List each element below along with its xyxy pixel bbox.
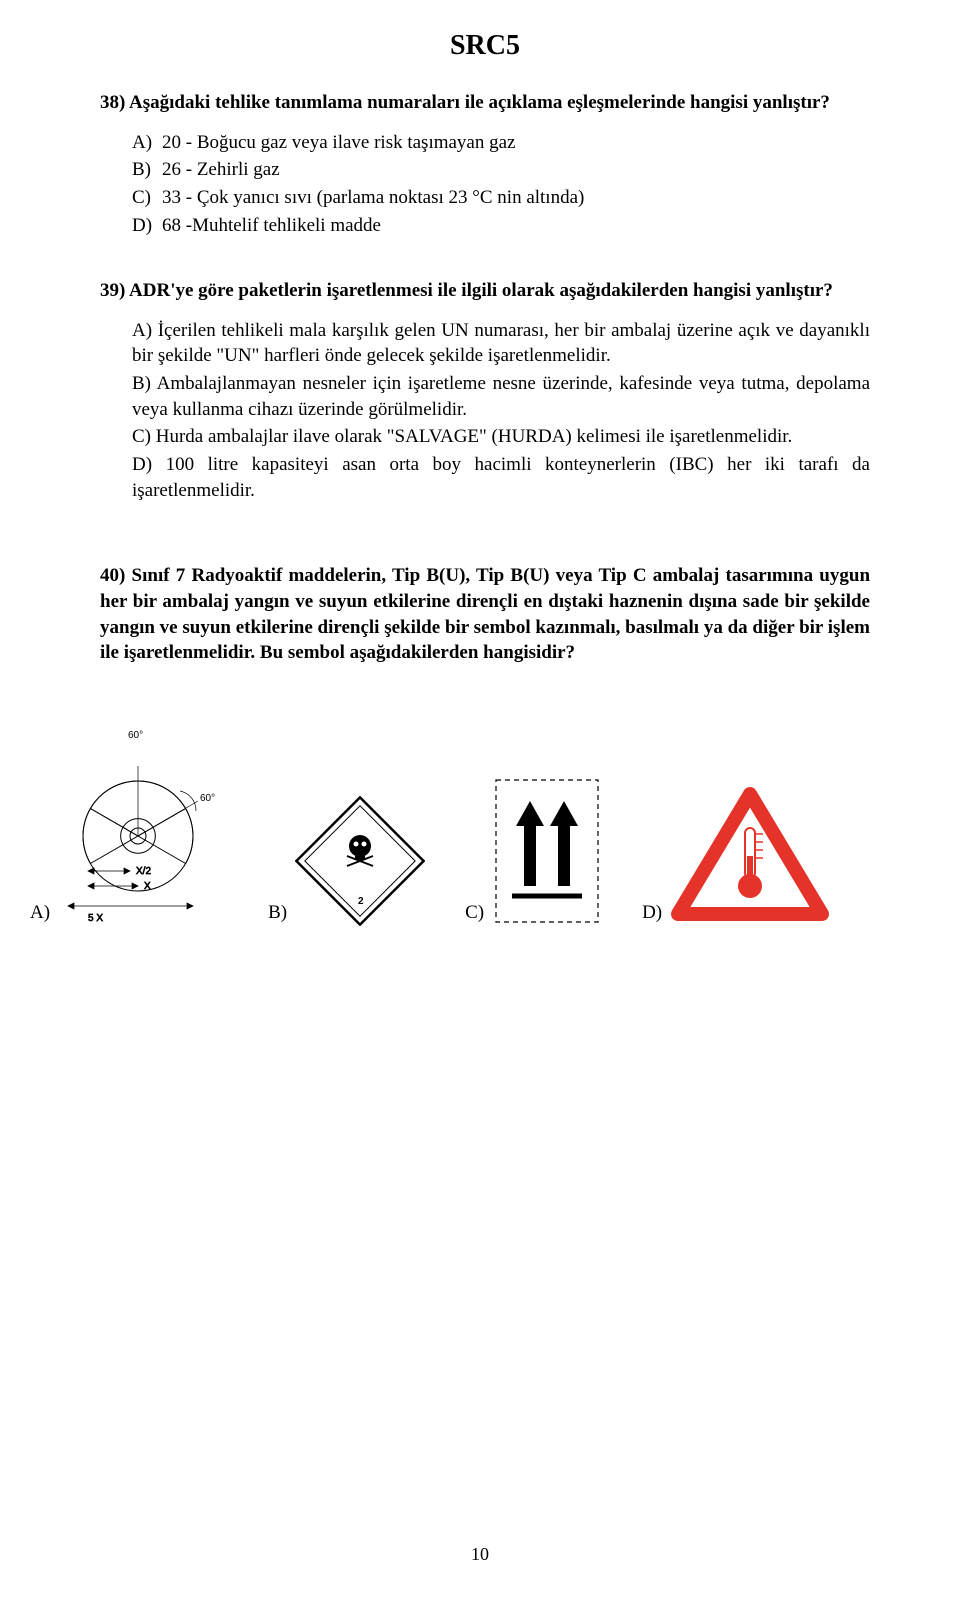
q39-text: ADR'ye göre paketlerin işaretlenmesi ile… xyxy=(129,280,833,301)
q39-option-c: C) Hurda ambalajlar ilave olarak "SALVAG… xyxy=(132,424,870,450)
q39-number: 39) xyxy=(100,280,125,301)
q39-option-d: D) 100 litre kapasiteyi asan orta boy ha… xyxy=(132,452,870,503)
option-letter: B) xyxy=(132,157,162,183)
q38-options: A) 20 - Boğucu gaz veya ilave risk taşım… xyxy=(132,130,870,239)
q39-stem: 39) ADR'ye göre paketlerin işaretlenmesi… xyxy=(100,278,870,304)
question-38: 38) Aşağıdaki tehlike tanımlama numarala… xyxy=(100,90,870,238)
orientation-arrows-icon xyxy=(492,776,602,926)
option-letter: D) xyxy=(132,213,162,239)
option-letter: A) xyxy=(30,900,50,926)
q38-option-b: B) 26 - Zehirli gaz xyxy=(132,157,870,183)
svg-text:X/2: X/2 xyxy=(136,866,151,877)
option-letter: D) xyxy=(642,900,662,926)
option-text: 20 - Boğucu gaz veya ilave risk taşımaya… xyxy=(162,130,516,156)
q40-text: Sınıf 7 Radyoaktif maddelerin, Tip B(U),… xyxy=(100,565,870,663)
svg-text:2: 2 xyxy=(358,896,364,907)
option-letter: D) xyxy=(132,454,166,475)
option-text: Ambalajlanmayan nesneler için işaretleme… xyxy=(132,373,870,420)
q40-number: 40) xyxy=(100,565,125,586)
option-text: 26 - Zehirli gaz xyxy=(162,157,280,183)
option-letter: B) xyxy=(268,900,287,926)
svg-text:60°: 60° xyxy=(200,793,215,804)
q38-option-a: A) 20 - Boğucu gaz veya ilave risk taşım… xyxy=(132,130,870,156)
option-text: Hurda ambalajlar ilave olarak "SALVAGE" … xyxy=(156,426,793,447)
q40-option-d-cell: D) xyxy=(642,786,830,926)
q40-image-row: A) 60° xyxy=(100,726,870,926)
svg-text:X: X xyxy=(144,881,151,892)
q38-stem: 38) Aşağıdaki tehlike tanımlama numarala… xyxy=(100,90,870,116)
page-title: SRC5 xyxy=(100,30,870,62)
option-letter: A) xyxy=(132,130,162,156)
q40-option-b-cell: B) 2 xyxy=(268,796,425,926)
q40-stem: 40) Sınıf 7 Radyoaktif maddelerin, Tip B… xyxy=(100,563,870,666)
q38-number: 38) xyxy=(100,92,125,113)
option-text: 33 - Çok yanıcı sıvı (parlama noktası 23… xyxy=(162,185,584,211)
q40-option-a-cell: A) 60° xyxy=(30,726,228,926)
q38-option-d: D) 68 -Muhtelif tehlikeli madde xyxy=(132,213,870,239)
trefoil-icon: 60° 60° xyxy=(58,726,228,926)
option-letter: C) xyxy=(465,900,484,926)
option-letter: C) xyxy=(132,185,162,211)
question-40: 40) Sınıf 7 Radyoaktif maddelerin, Tip B… xyxy=(100,563,870,926)
option-letter: B) xyxy=(132,373,157,394)
q39-option-b: B) Ambalajlanmayan nesneler için işaretl… xyxy=(132,371,870,422)
skull-diamond-icon: 2 xyxy=(295,796,425,926)
heat-triangle-icon xyxy=(670,786,830,926)
option-text: İçerilen tehlikeli mala karşılık gelen U… xyxy=(132,320,870,367)
question-39: 39) ADR'ye göre paketlerin işaretlenmesi… xyxy=(100,278,870,503)
page-number: 10 xyxy=(0,1544,960,1565)
option-text: 68 -Muhtelif tehlikeli madde xyxy=(162,213,381,239)
svg-text:5 X: 5 X xyxy=(88,913,103,924)
q39-option-a: A) İçerilen tehlikeli mala karşılık gele… xyxy=(132,318,870,369)
option-letter: A) xyxy=(132,320,158,341)
option-letter: C) xyxy=(132,426,156,447)
q38-text: Aşağıdaki tehlike tanımlama numaraları i… xyxy=(129,92,830,113)
option-text: 100 litre kapasiteyi asan orta boy hacim… xyxy=(132,454,870,501)
svg-text:60°: 60° xyxy=(128,730,143,741)
q38-option-c: C) 33 - Çok yanıcı sıvı (parlama noktası… xyxy=(132,185,870,211)
q40-option-c-cell: C) xyxy=(465,776,602,926)
